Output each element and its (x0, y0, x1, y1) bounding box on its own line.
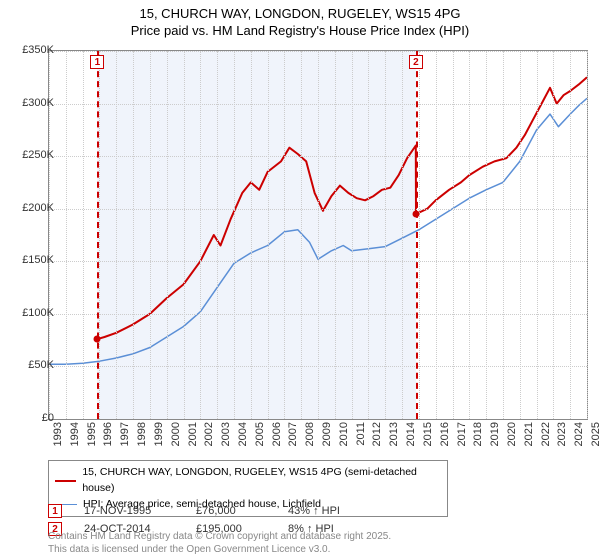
sale-marker-box: 2 (409, 55, 423, 69)
sale-marker-1: 1 (48, 504, 62, 518)
x-axis-label: 1993 (52, 422, 64, 452)
title-line2: Price paid vs. HM Land Registry's House … (0, 23, 600, 40)
gridline-vertical (184, 51, 185, 419)
x-axis-label: 2020 (506, 422, 518, 452)
gridline-vertical (402, 51, 403, 419)
gridline-vertical (385, 51, 386, 419)
gridline-vertical (352, 51, 353, 419)
sale-row-1: 1 17-NOV-1995 £76,000 43% ↑ HPI (48, 504, 340, 518)
x-axis-label: 2007 (287, 422, 299, 452)
x-axis-label: 2000 (170, 422, 182, 452)
gridline-vertical (150, 51, 151, 419)
x-axis-label: 2018 (472, 422, 484, 452)
gridline-vertical (537, 51, 538, 419)
x-axis-label: 2022 (540, 422, 552, 452)
gridline-vertical (570, 51, 571, 419)
gridline-vertical (335, 51, 336, 419)
gridline-vertical (486, 51, 487, 419)
footer-line2: This data is licensed under the Open Gov… (48, 544, 391, 557)
y-axis-label: £250K (4, 149, 54, 161)
gridline-vertical (419, 51, 420, 419)
x-axis-label: 2001 (187, 422, 199, 452)
gridline-vertical (368, 51, 369, 419)
gridline-vertical (520, 51, 521, 419)
x-axis-label: 2023 (556, 422, 568, 452)
gridline-vertical (301, 51, 302, 419)
x-axis-label: 1997 (119, 422, 131, 452)
y-axis-label: £300K (4, 97, 54, 109)
sale-marker-box: 1 (90, 55, 104, 69)
x-axis-label: 1994 (69, 422, 81, 452)
gridline-vertical (200, 51, 201, 419)
x-axis-label: 1996 (102, 422, 114, 452)
x-axis-label: 2014 (405, 422, 417, 452)
footer-line1: Contains HM Land Registry data © Crown c… (48, 531, 391, 544)
legend-label-price: 15, CHURCH WAY, LONGDON, RUGELEY, WS15 4… (82, 465, 441, 497)
x-axis-label: 2019 (489, 422, 501, 452)
x-axis-label: 2010 (338, 422, 350, 452)
gridline-vertical (116, 51, 117, 419)
sale-marker-line (97, 51, 99, 419)
attribution-footer: Contains HM Land Registry data © Crown c… (48, 531, 391, 556)
legend-swatch-price (55, 480, 76, 482)
plot-area: 12 (48, 50, 588, 420)
title-line1: 15, CHURCH WAY, LONGDON, RUGELEY, WS15 4… (0, 6, 600, 23)
x-axis-label: 2012 (371, 422, 383, 452)
x-axis-label: 2025 (590, 422, 600, 452)
gridline-vertical (99, 51, 100, 419)
gridline-vertical (268, 51, 269, 419)
gridline-vertical (469, 51, 470, 419)
chart-container: 15, CHURCH WAY, LONGDON, RUGELEY, WS15 4… (0, 0, 600, 560)
gridline-vertical (587, 51, 588, 419)
gridline-vertical (133, 51, 134, 419)
gridline-vertical (83, 51, 84, 419)
y-axis-label: £350K (4, 44, 54, 56)
x-axis-label: 2002 (203, 422, 215, 452)
y-axis-label: £100K (4, 307, 54, 319)
x-axis-label: 2017 (456, 422, 468, 452)
y-axis-label: £0 (4, 412, 54, 424)
x-axis-label: 2021 (523, 422, 535, 452)
y-axis-label: £50K (4, 359, 54, 371)
gridline-vertical (553, 51, 554, 419)
x-axis-label: 2024 (573, 422, 585, 452)
gridline-vertical (284, 51, 285, 419)
gridline-vertical (503, 51, 504, 419)
gridline-vertical (251, 51, 252, 419)
sale-dot (412, 210, 419, 217)
legend-item-price: 15, CHURCH WAY, LONGDON, RUGELEY, WS15 4… (55, 465, 441, 497)
gridline-vertical (318, 51, 319, 419)
chart-title: 15, CHURCH WAY, LONGDON, RUGELEY, WS15 4… (0, 0, 600, 40)
x-axis-label: 2013 (388, 422, 400, 452)
x-axis-label: 2004 (237, 422, 249, 452)
gridline-vertical (217, 51, 218, 419)
x-axis-label: 2005 (254, 422, 266, 452)
y-axis-label: £200K (4, 202, 54, 214)
x-axis-label: 2009 (321, 422, 333, 452)
x-axis-label: 2006 (271, 422, 283, 452)
x-axis-label: 2011 (355, 422, 367, 452)
y-axis-label: £150K (4, 254, 54, 266)
x-axis-label: 2015 (422, 422, 434, 452)
x-axis-label: 1999 (153, 422, 165, 452)
sale-date-1: 17-NOV-1995 (84, 505, 174, 517)
gridline-vertical (66, 51, 67, 419)
x-axis-label: 1998 (136, 422, 148, 452)
gridline-vertical (167, 51, 168, 419)
x-axis-label: 2008 (304, 422, 316, 452)
sale-marker-line (416, 51, 418, 419)
sale-delta-1: 43% ↑ HPI (288, 505, 340, 517)
gridline-vertical (234, 51, 235, 419)
x-axis-label: 1995 (86, 422, 98, 452)
x-axis-label: 2003 (220, 422, 232, 452)
sale-price-1: £76,000 (196, 505, 266, 517)
sale-dot (94, 336, 101, 343)
gridline-vertical (436, 51, 437, 419)
x-axis-label: 2016 (439, 422, 451, 452)
gridline-vertical (453, 51, 454, 419)
